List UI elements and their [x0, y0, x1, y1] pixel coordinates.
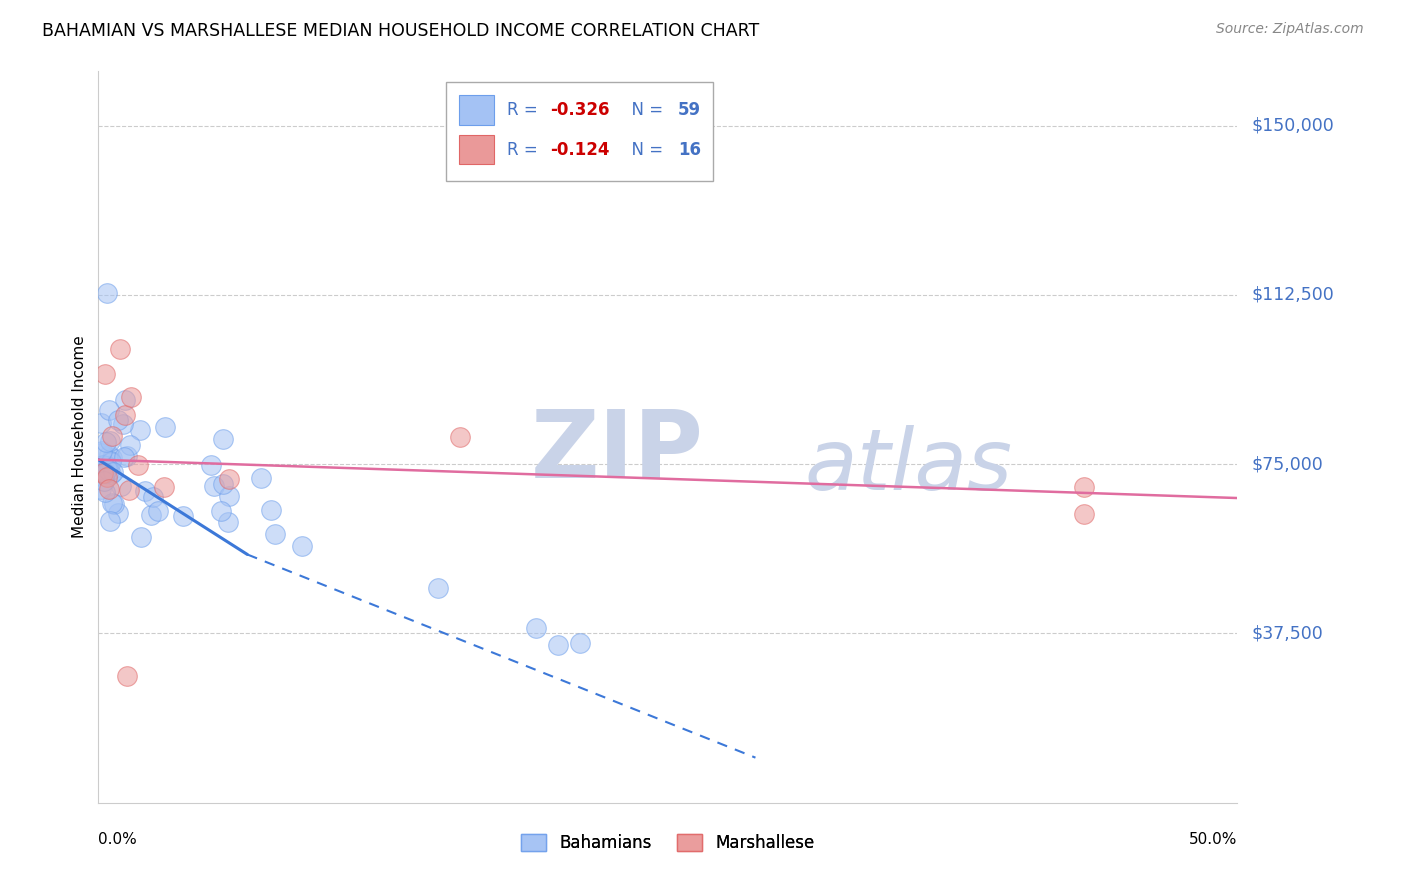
Point	[250, 471, 273, 485]
Point	[103, 497, 125, 511]
Text: -0.326: -0.326	[551, 101, 610, 120]
Text: ZIP: ZIP	[531, 406, 704, 498]
Point	[153, 480, 176, 494]
Point	[146, 504, 169, 518]
Point	[260, 502, 283, 516]
Text: atlas: atlas	[804, 425, 1012, 508]
Point	[96, 462, 118, 476]
Point	[98, 464, 121, 478]
Point	[90, 445, 112, 459]
Y-axis label: Median Household Income: Median Household Income	[72, 335, 87, 539]
Point	[91, 443, 114, 458]
Point	[94, 484, 117, 499]
Point	[212, 476, 235, 491]
Point	[91, 464, 114, 478]
Point	[98, 482, 121, 496]
Point	[218, 472, 240, 486]
Point	[94, 367, 117, 381]
Text: BAHAMIAN VS MARSHALLESE MEDIAN HOUSEHOLD INCOME CORRELATION CHART: BAHAMIAN VS MARSHALLESE MEDIAN HOUSEHOLD…	[42, 22, 759, 40]
Point	[217, 516, 239, 530]
Point	[291, 539, 314, 553]
Point	[90, 482, 112, 496]
Point	[111, 417, 134, 432]
Point	[129, 530, 152, 544]
Text: 50.0%: 50.0%	[1189, 832, 1237, 847]
Text: $75,000: $75,000	[1251, 455, 1323, 473]
Point	[569, 636, 592, 650]
Point	[91, 458, 114, 472]
Point	[97, 403, 120, 417]
Point	[129, 423, 152, 437]
Text: R =: R =	[508, 141, 543, 159]
Point	[1073, 508, 1095, 522]
Point	[93, 474, 115, 488]
Point	[90, 462, 112, 476]
Text: -0.124: -0.124	[551, 141, 610, 159]
FancyBboxPatch shape	[460, 95, 494, 125]
Point	[120, 437, 142, 451]
Point	[264, 527, 287, 541]
Point	[139, 508, 162, 522]
Point	[98, 434, 121, 449]
Text: Source: ZipAtlas.com: Source: ZipAtlas.com	[1216, 22, 1364, 37]
Text: N =: N =	[621, 101, 668, 120]
Point	[426, 581, 449, 595]
Point	[118, 483, 141, 497]
Point	[100, 429, 122, 443]
Point	[115, 449, 138, 463]
Text: $150,000: $150,000	[1251, 117, 1334, 135]
Point	[90, 416, 112, 430]
Text: $37,500: $37,500	[1251, 624, 1323, 642]
Point	[94, 466, 117, 480]
Point	[155, 419, 177, 434]
Point	[93, 459, 115, 474]
Text: 59: 59	[678, 101, 702, 120]
Point	[110, 478, 132, 492]
Point	[96, 285, 118, 300]
Point	[134, 484, 156, 499]
Point	[93, 467, 115, 481]
Point	[211, 433, 233, 447]
Point	[172, 508, 194, 523]
Point	[114, 392, 136, 407]
Text: 16: 16	[678, 141, 702, 159]
Text: $112,500: $112,500	[1251, 285, 1334, 304]
FancyBboxPatch shape	[460, 135, 494, 164]
Text: N =: N =	[621, 141, 668, 159]
Point	[115, 669, 138, 683]
Text: 0.0%: 0.0%	[98, 832, 138, 847]
Point	[142, 490, 165, 504]
Point	[114, 409, 136, 423]
Point	[209, 503, 232, 517]
Point	[202, 479, 225, 493]
Point	[100, 467, 122, 482]
Point	[101, 450, 124, 465]
Legend: Bahamians, Marshallese: Bahamians, Marshallese	[513, 825, 823, 860]
Point	[96, 459, 118, 474]
Text: R =: R =	[508, 101, 543, 120]
Point	[547, 638, 569, 652]
FancyBboxPatch shape	[446, 82, 713, 181]
Point	[127, 458, 149, 472]
Point	[96, 435, 118, 450]
Point	[218, 489, 240, 503]
Point	[107, 506, 129, 520]
Point	[96, 470, 118, 484]
Point	[91, 466, 114, 480]
Point	[449, 430, 471, 444]
Point	[101, 496, 124, 510]
Point	[107, 413, 129, 427]
Point	[100, 454, 122, 468]
Point	[120, 390, 142, 404]
Point	[98, 514, 121, 528]
Point	[1073, 480, 1095, 494]
Point	[112, 450, 135, 464]
Point	[526, 621, 548, 635]
Point	[103, 465, 125, 479]
Point	[97, 448, 120, 462]
Point	[100, 454, 122, 468]
Point	[200, 458, 222, 472]
Point	[110, 343, 132, 357]
